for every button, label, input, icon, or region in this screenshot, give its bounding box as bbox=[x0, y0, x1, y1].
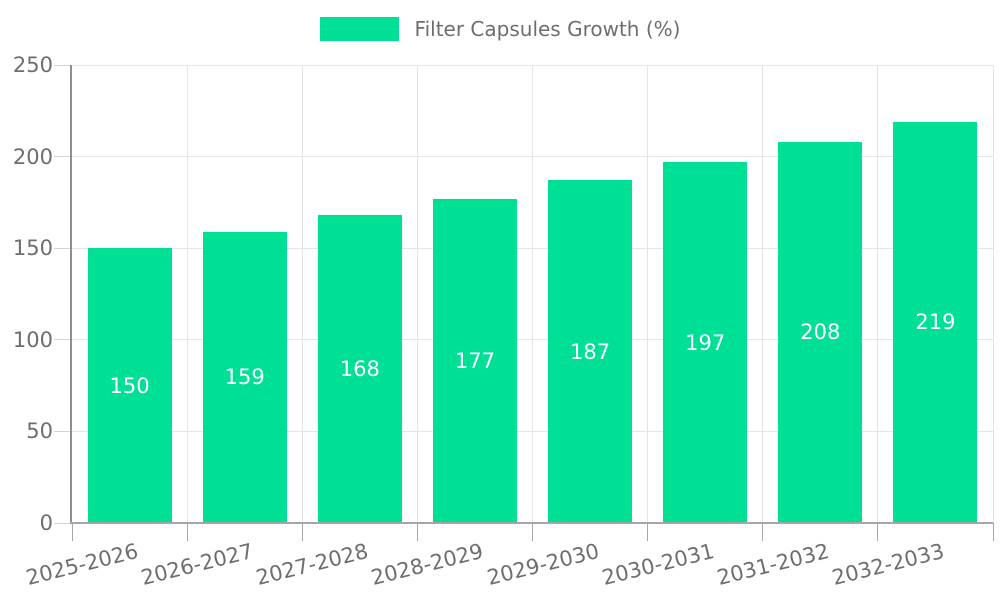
y-axis-tick-label: 100 bbox=[12, 327, 53, 352]
bar[interactable] bbox=[548, 180, 633, 523]
x-axis-tick bbox=[762, 523, 764, 541]
y-axis-tick bbox=[54, 64, 72, 66]
x-axis-tick-label: 2032-2033 bbox=[829, 538, 947, 590]
bar-value-label: 177 bbox=[454, 348, 495, 373]
y-axis-tick-label: 50 bbox=[26, 419, 53, 444]
legend-swatch-icon bbox=[319, 17, 399, 41]
y-axis-tick bbox=[54, 156, 72, 158]
x-axis-tick-label: 2031-2032 bbox=[714, 538, 832, 590]
x-axis-tick-label: 2027-2028 bbox=[253, 538, 371, 590]
bar[interactable] bbox=[663, 162, 748, 523]
x-axis-tick-label: 2028-2029 bbox=[369, 538, 486, 590]
y-axis-tick-label: 150 bbox=[12, 236, 53, 261]
y-axis-tick bbox=[54, 339, 72, 341]
x-axis-tick bbox=[647, 523, 649, 541]
legend-item[interactable]: Filter Capsules Growth (%) bbox=[319, 17, 681, 41]
x-axis-tick bbox=[416, 523, 418, 541]
x-axis-tick bbox=[877, 523, 879, 541]
y-axis-tick-label: 200 bbox=[12, 144, 53, 169]
x-axis-tick bbox=[992, 523, 994, 541]
bar-value-label: 150 bbox=[109, 373, 150, 398]
v-gridline bbox=[532, 65, 533, 523]
v-gridline bbox=[416, 65, 418, 523]
y-axis-tick-label: 250 bbox=[12, 53, 53, 77]
x-axis-tick bbox=[532, 523, 533, 541]
bar[interactable] bbox=[317, 215, 402, 523]
bar[interactable] bbox=[778, 141, 863, 523]
v-gridline bbox=[301, 65, 303, 523]
bar-value-label: 219 bbox=[915, 310, 956, 335]
bar-value-label: 159 bbox=[224, 365, 265, 390]
chart-legend: Filter Capsules Growth (%) bbox=[0, 17, 1000, 41]
v-gridline bbox=[647, 65, 649, 523]
bar-value-label: 208 bbox=[800, 320, 841, 345]
legend-label: Filter Capsules Growth (%) bbox=[414, 17, 681, 41]
x-axis-tick-label: 2025-2026 bbox=[23, 538, 141, 590]
y-axis-tick bbox=[54, 522, 72, 524]
x-axis-line bbox=[70, 522, 993, 524]
y-axis-tick bbox=[54, 247, 72, 249]
bar-value-label: 168 bbox=[339, 357, 380, 382]
v-gridline bbox=[186, 65, 188, 523]
bar[interactable] bbox=[432, 198, 517, 523]
bar[interactable] bbox=[87, 248, 172, 523]
x-axis-tick bbox=[301, 523, 303, 541]
x-axis-tick-label: 2030-2031 bbox=[599, 538, 717, 590]
bar[interactable] bbox=[893, 121, 978, 523]
v-gridline bbox=[877, 65, 879, 523]
x-axis-tick-label: 2029-2030 bbox=[484, 538, 602, 590]
y-axis-tick-label: 0 bbox=[39, 511, 53, 535]
bar[interactable] bbox=[202, 231, 287, 523]
y-axis-line bbox=[70, 65, 72, 523]
y-axis-tick bbox=[54, 430, 72, 432]
v-gridline bbox=[992, 65, 994, 523]
bar-value-label: 197 bbox=[685, 330, 726, 355]
x-axis-tick bbox=[71, 523, 73, 541]
bar-value-label: 187 bbox=[570, 339, 611, 364]
x-axis-tick bbox=[186, 523, 188, 541]
x-axis-tick-label: 2026-2027 bbox=[138, 538, 256, 590]
v-gridline bbox=[762, 65, 764, 523]
